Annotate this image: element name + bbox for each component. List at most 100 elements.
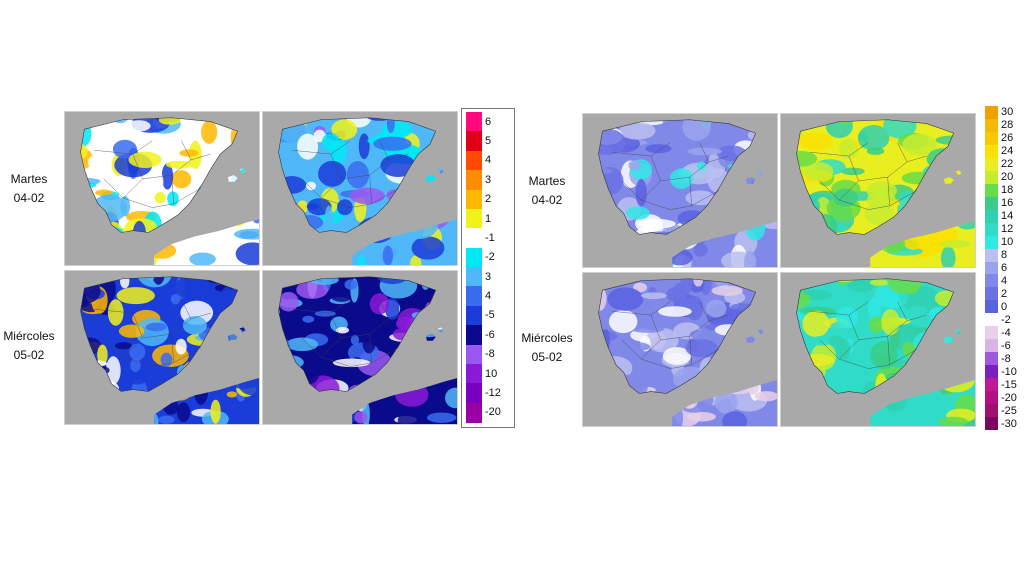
anomaly-legend-swatch: [466, 208, 482, 229]
temperature-legend-swatch: [985, 183, 998, 197]
temperature-legend-swatch: [985, 196, 998, 210]
row-date: 04-02: [13, 191, 45, 205]
temperature-legend-label: -15: [1001, 378, 1017, 391]
temperature-legend-swatch: [985, 404, 998, 418]
anomaly-legend-swatch: [466, 344, 482, 365]
row-date: 05-02: [13, 348, 45, 362]
temperature-legend-swatch: [985, 131, 998, 145]
anomaly-legend-label: -2: [485, 251, 495, 264]
row-day: Miércoles: [3, 329, 55, 343]
temperature-legend-swatch: [985, 313, 998, 327]
row-date: 04-02: [531, 193, 563, 207]
anomaly-legend-swatch: [466, 383, 482, 404]
temperature-legend-swatch: [985, 144, 998, 158]
temperature-legend-label: -2: [1001, 313, 1011, 326]
temperature-legend-label: 12: [1001, 223, 1014, 236]
temperature-legend-label: 2: [1001, 287, 1008, 300]
anomaly-legend-label: -1: [485, 231, 495, 244]
temperature-legend-swatch: [985, 326, 998, 340]
temperature-legend-label: 26: [1001, 132, 1014, 145]
anomaly-legend-swatch: [466, 112, 482, 132]
temperature-legend-swatch: [985, 170, 998, 184]
temperature-map-martes-min: [582, 113, 778, 268]
temperature-legend-swatch: [985, 235, 998, 249]
anomaly-legend-label: -8: [485, 348, 495, 361]
temperature-legend-label: 18: [1001, 184, 1014, 197]
row-day: Martes: [10, 172, 48, 186]
anomaly-map-martes-min: [64, 111, 260, 266]
anomaly-legend-swatch: [466, 131, 482, 152]
anomaly-legend-label: 3: [485, 173, 492, 186]
temperature-legend-swatch: [985, 352, 998, 366]
temperature-legend-label: 10: [1001, 236, 1014, 249]
temperature-legend-swatch: [985, 118, 998, 132]
anomaly-legend-label: -12: [485, 386, 501, 399]
anomaly-legend-label: 4: [485, 154, 492, 167]
temperature-legend-swatch: [985, 248, 998, 262]
anomaly-legend-swatch: [466, 150, 482, 171]
temperature-legend-label: 4: [1001, 274, 1008, 287]
anomaly-legend-label: 5: [485, 135, 492, 148]
temperature-legend-label: -4: [1001, 326, 1011, 339]
anomaly-legend-swatch: [466, 267, 482, 287]
temperature-legend-label: 22: [1001, 158, 1014, 171]
temperature-map-miercoles-max: [780, 272, 976, 427]
temperature-map-martes-max: [780, 113, 976, 268]
anomaly-legend-swatch: [466, 189, 482, 210]
anomaly-map-miercoles-min: [64, 270, 260, 425]
temperature-legend-swatch: [985, 417, 998, 431]
anomaly-legend: 6 5 4 3 2 1 -1 -2 3 4 -5 -6 -8 10 -12 -20: [466, 112, 510, 423]
temperature-legend-label: 24: [1001, 145, 1014, 158]
anomaly-legend-swatch: [466, 228, 482, 249]
anomaly-legend-swatch: [466, 363, 482, 384]
anomaly-legend-swatch: [466, 286, 482, 307]
row-label-martes-right: Martes 04-02: [515, 172, 579, 210]
anomaly-legend-label: 10: [485, 367, 498, 380]
temperature-legend: 30 28 26 24 22 20 18 16 14 12 10 8 6 4 2 0 -2 -4 -6 -8 -10 -1…: [985, 106, 1023, 431]
temperature-legend-swatch: [985, 365, 998, 379]
temperature-legend-label: 30: [1001, 106, 1014, 119]
temperature-legend-swatch: [985, 222, 998, 236]
row-label-miercoles-left: Miércoles 05-02: [0, 327, 61, 365]
temperature-legend-swatch: [985, 339, 998, 353]
anomaly-legend-label: 4: [485, 290, 492, 303]
temperature-legend-label: 8: [1001, 249, 1008, 262]
anomaly-legend-label: -20: [485, 406, 501, 419]
row-date: 05-02: [531, 350, 563, 364]
anomaly-map-martes-max: [262, 111, 458, 266]
temperature-legend-swatch: [985, 261, 998, 275]
temperature-legend-swatch: [985, 106, 998, 119]
temperature-legend-label: 14: [1001, 210, 1014, 223]
row-label-miercoles-right: Miércoles 05-02: [515, 329, 579, 367]
temperature-legend-label: -25: [1001, 404, 1017, 417]
temperature-legend-label: 0: [1001, 300, 1008, 313]
temperature-map-miercoles-min: [582, 272, 778, 427]
temperature-legend-label: -10: [1001, 365, 1017, 378]
temperature-legend-swatch: [985, 378, 998, 392]
anomaly-map-miercoles-max: [262, 270, 458, 425]
anomaly-legend-swatch: [466, 305, 482, 326]
anomaly-legend-label: 1: [485, 212, 492, 225]
row-day: Martes: [528, 174, 566, 188]
anomaly-legend-swatch: [466, 325, 482, 346]
row-day: Miércoles: [521, 331, 573, 345]
row-label-martes-left: Martes 04-02: [0, 170, 61, 208]
temperature-legend-swatch: [985, 157, 998, 171]
anomaly-legend-label: -6: [485, 328, 495, 341]
temperature-legend-label: 20: [1001, 171, 1014, 184]
temperature-legend-swatch: [985, 209, 998, 223]
anomaly-legend-label: -5: [485, 309, 495, 322]
temperature-legend-label: -8: [1001, 352, 1011, 365]
temperature-legend-label: 16: [1001, 197, 1014, 210]
anomaly-legend-swatch: [466, 402, 482, 423]
temperature-legend-label: -30: [1001, 417, 1017, 430]
temperature-legend-swatch: [985, 287, 998, 301]
anomaly-legend-label: 2: [485, 193, 492, 206]
temperature-legend-label: 6: [1001, 262, 1008, 274]
temperature-legend-label: 28: [1001, 119, 1014, 132]
temperature-legend-swatch: [985, 391, 998, 405]
anomaly-legend-label: 3: [485, 270, 492, 283]
anomaly-legend-swatch: [466, 170, 482, 191]
anomaly-legend-label: 6: [485, 115, 492, 128]
temperature-legend-swatch: [985, 274, 998, 288]
